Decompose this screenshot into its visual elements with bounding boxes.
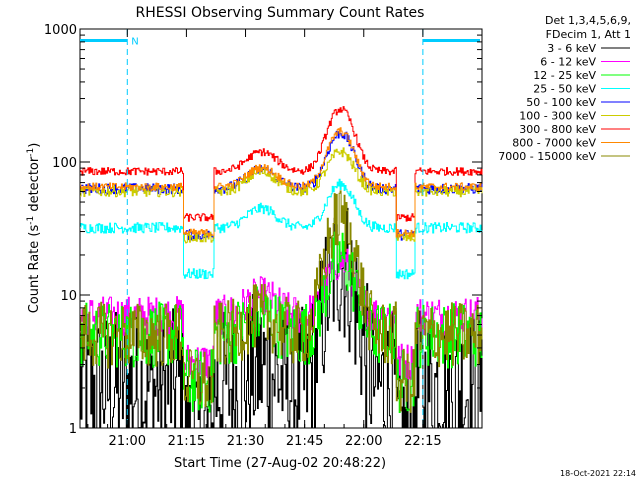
y-tick-label: 1 — [69, 422, 77, 437]
overlay-label: N — [131, 36, 138, 47]
x-tick-label: 22:15 — [404, 434, 441, 449]
series-line — [80, 178, 483, 280]
x-tick-label: 21:00 — [109, 434, 146, 449]
legend-label: 50 - 100 keV — [526, 96, 596, 109]
legend-label: 12 - 25 keV — [533, 69, 596, 82]
y-axis-label-part1: Count Rate (s — [27, 225, 42, 314]
legend-label: 100 - 300 keV — [519, 110, 596, 123]
legend-label: 3 - 6 keV — [547, 42, 596, 55]
x-tick-label: 22:00 — [345, 434, 382, 449]
y-tick-label: 10 — [60, 289, 77, 304]
x-axis-label: Start Time (27-Aug-02 20:48:22) — [174, 456, 386, 471]
overlay-group: N — [80, 29, 480, 428]
y-axis-label: Count Rate (s-1 detector-1) — [26, 143, 42, 314]
y-axis-label-part2: detector — [27, 156, 42, 216]
series-line — [80, 106, 483, 222]
y-tick-label: 1000 — [44, 23, 77, 38]
y-axis-label-part3: ) — [27, 143, 42, 148]
legend-header-line2: FDecim 1, Att 1 — [546, 28, 631, 41]
y-tick-label: 100 — [52, 156, 77, 171]
footer-date: 18-Oct-2021 22:14 — [560, 469, 636, 478]
legend-label: 7000 - 15000 keV — [498, 150, 596, 163]
chart-title: RHESSI Observing Summary Count Rates — [136, 5, 425, 21]
legend-header-line1: Det 1,3,4,5,6,9, — [545, 14, 631, 27]
x-tick-label: 21:15 — [168, 434, 205, 449]
y-axis-label-sup2: -1 — [26, 148, 36, 157]
series-line — [80, 127, 483, 238]
axis-group: 21:00 21:15 21:30 21:45 22:00 22:15 1 10 100 1000 — [44, 23, 483, 449]
series-line — [80, 190, 483, 413]
x-tick-label: 21:30 — [227, 434, 264, 449]
legend-label: 25 - 50 keV — [533, 83, 596, 96]
legend: Det 1,3,4,5,6,9, FDecim 1, Att 1 3 - 6 k… — [498, 14, 631, 163]
x-tick-label: 21:45 — [286, 434, 323, 449]
legend-label: 300 - 800 keV — [519, 123, 596, 136]
legend-label: 800 - 7000 keV — [512, 137, 596, 150]
y-axis-label-sup1: -1 — [26, 216, 36, 225]
plot-frame — [79, 28, 483, 429]
series-group — [80, 106, 483, 429]
legend-label: 6 - 12 keV — [540, 56, 596, 69]
